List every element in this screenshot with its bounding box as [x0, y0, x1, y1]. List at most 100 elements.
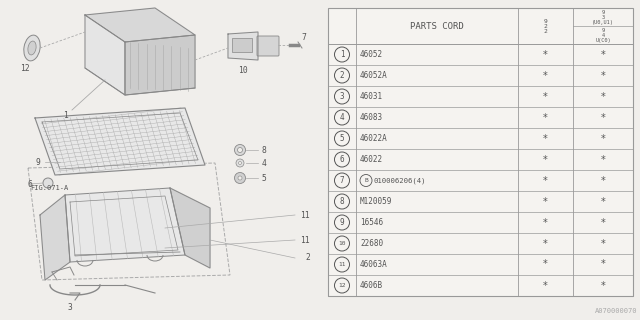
- Text: *: *: [543, 70, 548, 81]
- Circle shape: [335, 236, 349, 251]
- Text: 12: 12: [20, 63, 30, 73]
- Text: 9: 9: [340, 218, 344, 227]
- Text: *: *: [600, 218, 605, 228]
- Text: 46022: 46022: [360, 155, 383, 164]
- Ellipse shape: [24, 35, 40, 61]
- Text: *: *: [543, 238, 548, 249]
- Circle shape: [335, 68, 349, 83]
- Ellipse shape: [28, 41, 36, 55]
- Circle shape: [335, 110, 349, 125]
- Text: 46052A: 46052A: [360, 71, 388, 80]
- Text: 4606B: 4606B: [360, 281, 383, 290]
- Text: 12: 12: [339, 283, 346, 288]
- Circle shape: [234, 172, 246, 183]
- Circle shape: [360, 174, 372, 187]
- Text: 16546: 16546: [360, 218, 383, 227]
- FancyBboxPatch shape: [257, 36, 279, 56]
- Circle shape: [236, 159, 244, 167]
- Text: 46022A: 46022A: [360, 134, 388, 143]
- Text: *: *: [600, 92, 605, 101]
- Text: 9
3
(U0,U1): 9 3 (U0,U1): [592, 10, 614, 25]
- Circle shape: [335, 278, 349, 293]
- Circle shape: [335, 173, 349, 188]
- Polygon shape: [228, 32, 258, 60]
- Text: *: *: [543, 281, 548, 291]
- Text: 7: 7: [340, 176, 344, 185]
- Text: *: *: [600, 196, 605, 206]
- Text: *: *: [600, 50, 605, 60]
- Text: *: *: [543, 155, 548, 164]
- Circle shape: [335, 257, 349, 272]
- Text: *: *: [600, 155, 605, 164]
- Text: 7: 7: [301, 33, 307, 42]
- Text: 5: 5: [262, 173, 266, 182]
- Text: 010006206(4): 010006206(4): [374, 177, 426, 184]
- Text: 1: 1: [340, 50, 344, 59]
- Text: 9: 9: [36, 157, 40, 166]
- Text: 6: 6: [28, 180, 33, 188]
- Circle shape: [335, 47, 349, 62]
- Text: *: *: [543, 92, 548, 101]
- Text: 2: 2: [340, 71, 344, 80]
- Circle shape: [335, 194, 349, 209]
- Text: 10: 10: [238, 66, 248, 75]
- Polygon shape: [125, 35, 195, 95]
- Text: *: *: [543, 175, 548, 186]
- Text: *: *: [543, 196, 548, 206]
- Text: 46063A: 46063A: [360, 260, 388, 269]
- Text: *: *: [543, 218, 548, 228]
- Text: 11: 11: [339, 262, 346, 267]
- Circle shape: [335, 89, 349, 104]
- Circle shape: [234, 145, 246, 156]
- Text: 11: 11: [300, 211, 310, 220]
- Text: 5: 5: [340, 134, 344, 143]
- Polygon shape: [85, 15, 125, 95]
- Circle shape: [239, 162, 241, 164]
- Polygon shape: [85, 8, 195, 42]
- Polygon shape: [40, 195, 70, 280]
- Text: PARTS CORD: PARTS CORD: [410, 21, 464, 30]
- Text: FIG.071-A: FIG.071-A: [30, 185, 68, 191]
- Text: 9
4
U(C0): 9 4 U(C0): [595, 28, 611, 43]
- Text: 3: 3: [68, 302, 72, 311]
- Text: 22680: 22680: [360, 239, 383, 248]
- Bar: [232, 38, 252, 52]
- Text: B: B: [364, 178, 368, 183]
- Text: 8: 8: [340, 197, 344, 206]
- Text: *: *: [543, 50, 548, 60]
- Circle shape: [237, 148, 243, 153]
- Text: 6: 6: [340, 155, 344, 164]
- Text: 9
2
2: 9 2 2: [543, 19, 547, 34]
- Text: *: *: [543, 133, 548, 143]
- Text: 46083: 46083: [360, 113, 383, 122]
- Text: 46052: 46052: [360, 50, 383, 59]
- Circle shape: [335, 152, 349, 167]
- Circle shape: [335, 215, 349, 230]
- Text: 1: 1: [63, 110, 67, 119]
- Text: *: *: [543, 113, 548, 123]
- Circle shape: [43, 178, 53, 188]
- Circle shape: [238, 176, 242, 180]
- Text: 3: 3: [340, 92, 344, 101]
- Text: *: *: [543, 260, 548, 269]
- Text: *: *: [600, 113, 605, 123]
- Text: 11: 11: [300, 236, 310, 244]
- Polygon shape: [170, 188, 210, 268]
- Text: 8: 8: [262, 146, 266, 155]
- Polygon shape: [65, 188, 185, 262]
- Text: *: *: [600, 133, 605, 143]
- Text: 4: 4: [340, 113, 344, 122]
- Text: *: *: [600, 238, 605, 249]
- Text: *: *: [600, 281, 605, 291]
- Text: A070000070: A070000070: [595, 308, 637, 314]
- Text: 4: 4: [262, 158, 266, 167]
- Circle shape: [335, 131, 349, 146]
- Bar: [328, 8, 633, 296]
- Polygon shape: [35, 108, 205, 175]
- Text: 2: 2: [305, 253, 310, 262]
- Text: *: *: [600, 70, 605, 81]
- Text: 46031: 46031: [360, 92, 383, 101]
- Text: 10: 10: [339, 241, 346, 246]
- Text: *: *: [600, 260, 605, 269]
- Text: M120059: M120059: [360, 197, 392, 206]
